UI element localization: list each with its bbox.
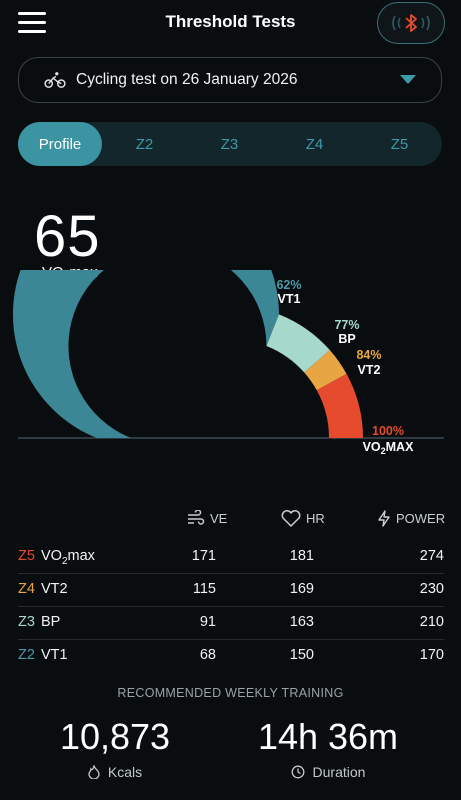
tab-z5[interactable]: Z5 (390, 135, 409, 153)
duration-stat: 14h 36m Duration (238, 716, 418, 780)
marker-bp-name: BP (338, 332, 355, 346)
marker-vt1-name: VT1 (278, 292, 301, 306)
power-value: 230 (419, 581, 444, 597)
heart-icon (281, 509, 301, 527)
column-header-ve: VE (187, 508, 227, 528)
column-header-power: POWER (377, 508, 445, 528)
table-row: Z2 VT1 68 150 170 (18, 639, 444, 672)
gauge-segment-2 (304, 350, 347, 391)
ve-value: 91 (199, 614, 216, 630)
lightning-icon (378, 509, 390, 527)
column-header-hr-label: HR (306, 510, 325, 526)
marker-bp-percent: 77% (334, 318, 359, 332)
kcals-label: Kcals (107, 764, 143, 780)
hr-value: 150 (289, 647, 314, 663)
vo2max-value: 65 (34, 204, 101, 269)
table-row: Z3 BP 91 163 210 (18, 606, 444, 640)
tab-profile[interactable]: Profile (18, 122, 102, 166)
power-value: 210 (419, 614, 444, 630)
duration-value: 14h 36m (257, 716, 399, 757)
marker-vt2-percent: 84% (356, 348, 381, 362)
column-header-hr: HR (281, 508, 325, 528)
duration-label: Duration (312, 764, 366, 780)
hr-value: 181 (289, 548, 314, 564)
gauge-segment-3 (316, 373, 363, 438)
hr-value: 163 (289, 614, 314, 630)
marker-vo2max-percent: 100% (372, 424, 404, 438)
table-row: Z5 VO2max 171 181 274 (18, 540, 444, 574)
zone-code: Z5 (18, 548, 35, 564)
flame-icon (88, 765, 100, 779)
tab-z4[interactable]: Z4 (305, 135, 324, 153)
tab-z3[interactable]: Z3 (220, 135, 239, 153)
zone-code: Z4 (18, 581, 35, 597)
wind-icon (188, 510, 205, 525)
zone-code: Z2 (18, 647, 35, 663)
kcals-value: 10,873 (59, 716, 171, 757)
ve-value: 68 (199, 647, 216, 663)
duration-unit: Duration (238, 764, 418, 780)
ve-value: 115 (192, 581, 216, 597)
clock-icon (291, 765, 304, 779)
threshold-gauge: 62% VT1 77% BP 84% VT2 100% VO2MAX (13, 270, 444, 456)
column-header-ve-label: VE (210, 510, 228, 526)
gauge-segment-1 (266, 314, 330, 373)
power-value: 170 (419, 647, 444, 663)
chevron-down-icon (400, 75, 416, 84)
ve-value: 171 (191, 548, 216, 564)
test-selector-dropdown[interactable]: Cycling test on 26 January 2026 (18, 57, 442, 103)
marker-vt1-percent: 62% (276, 278, 301, 292)
tab-z2[interactable]: Z2 (135, 135, 154, 153)
bluetooth-icon (392, 14, 430, 32)
zone-name: VT2 (41, 581, 68, 597)
marker-vt2-name: VT2 (358, 363, 381, 377)
zone-name: BP (41, 614, 61, 630)
power-value: 274 (419, 548, 444, 564)
hamburger-menu-icon[interactable] (18, 12, 46, 34)
gauge-segment-0 (13, 270, 279, 438)
kcals-stat: 10,873 Kcals (40, 716, 190, 780)
page-title: Threshold Tests (165, 12, 296, 31)
zone-name: VT1 (41, 647, 68, 663)
zone-tabs: Profile Z2 Z3 Z4 Z5 (18, 122, 442, 166)
recommended-training-title: RECOMMENDED WEEKLY TRAINING (117, 686, 344, 700)
top-bar: Threshold Tests (0, 0, 461, 48)
bluetooth-button[interactable] (377, 2, 445, 44)
zone-name: VO2max (41, 548, 95, 567)
bicycle-icon (44, 72, 66, 88)
kcals-unit: Kcals (40, 764, 190, 780)
zone-code: Z3 (18, 614, 35, 630)
marker-vo2max-name: VO2MAX (363, 440, 415, 456)
column-header-power-label: POWER (396, 510, 446, 526)
hr-value: 169 (289, 581, 314, 597)
table-row: Z4 VT2 115 169 230 (18, 573, 444, 607)
test-selector-label: Cycling test on 26 January 2026 (76, 71, 298, 88)
